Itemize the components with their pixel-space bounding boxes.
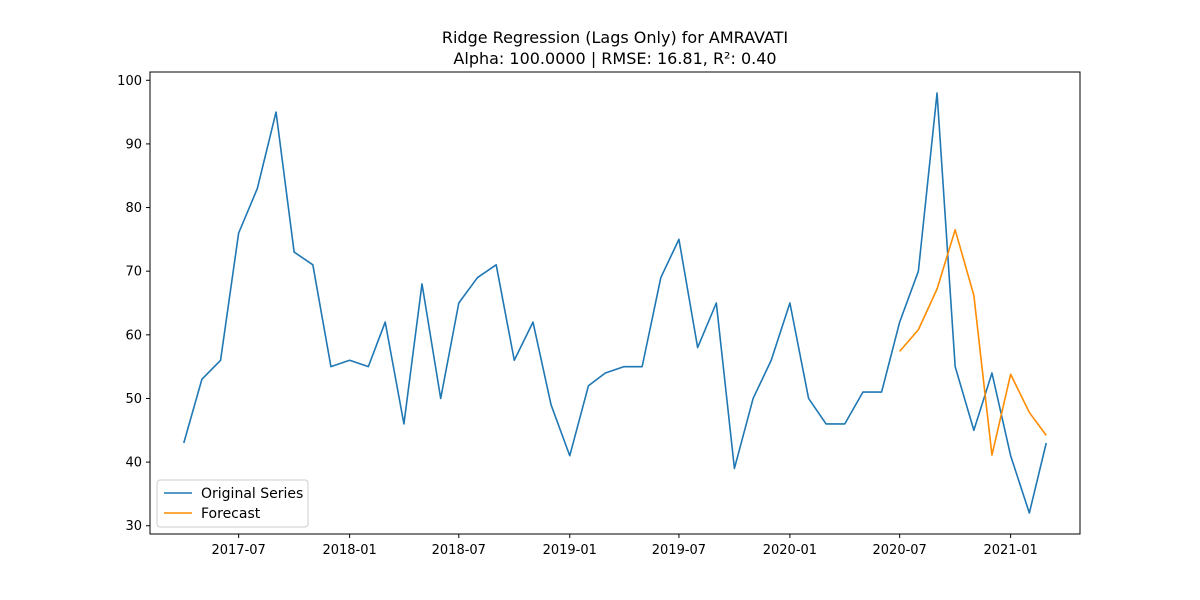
y-tick-label: 90 <box>125 137 142 152</box>
legend-box <box>156 479 309 528</box>
y-tick-label: 50 <box>125 392 142 407</box>
series-layer <box>183 92 1048 514</box>
chart-subtitle: Alpha: 100.0000 | RMSE: 16.81, R²: 0.40 <box>453 49 776 68</box>
y-tick-label: 80 <box>125 201 142 216</box>
y-tick-label: 70 <box>125 265 142 280</box>
legend-label-original-series: Original Series <box>201 486 303 502</box>
y-tick-label: 100 <box>117 74 142 89</box>
series-line-forecast <box>899 229 1047 456</box>
y-axis: 30 40 50 60 70 80 90 100 <box>117 74 150 534</box>
x-tick-label: 2021-01 <box>983 543 1037 558</box>
legend: Original Series Forecast <box>156 479 309 528</box>
y-tick-label: 60 <box>125 328 142 343</box>
x-tick-label: 2017-07 <box>211 543 265 558</box>
y-tick-label: 40 <box>125 456 142 471</box>
x-tick-label: 2020-07 <box>873 543 927 558</box>
x-tick-label: 2019-01 <box>543 543 597 558</box>
chart-title: Ridge Regression (Lags Only) for AMRAVAT… <box>442 28 788 47</box>
x-tick-label: 2018-07 <box>432 543 486 558</box>
series-line-original-series <box>183 92 1048 514</box>
plot-area <box>149 71 1081 535</box>
y-tick-label: 30 <box>125 519 142 534</box>
x-tick-label: 2020-01 <box>763 543 817 558</box>
x-tick-label: 2019-07 <box>652 543 706 558</box>
x-tick-label: 2018-01 <box>322 543 376 558</box>
x-axis: 2017-07 2018-01 2018-07 2019-01 2019-07 2020-… <box>211 534 1038 558</box>
legend-label-forecast: Forecast <box>201 506 261 522</box>
